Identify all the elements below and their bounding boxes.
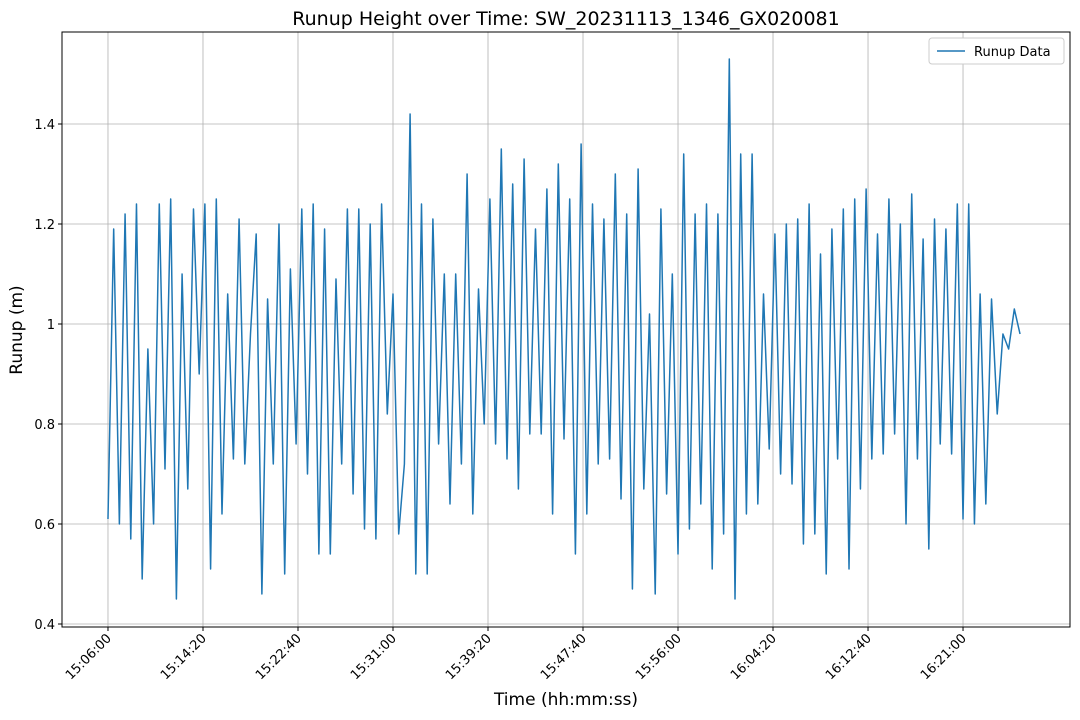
y-tick-label: 1 bbox=[47, 318, 55, 333]
y-tick-label: 0.6 bbox=[34, 518, 55, 533]
y-axis-label: Runup (m) bbox=[7, 285, 27, 374]
chart-title: Runup Height over Time: SW_20231113_1346… bbox=[292, 8, 839, 30]
y-tick-label: 0.8 bbox=[34, 418, 55, 433]
y-tick-label: 1.4 bbox=[34, 118, 55, 133]
y-tick-label: 0.4 bbox=[34, 618, 55, 633]
data-line bbox=[107, 58, 1021, 600]
y-tick-label: 1.2 bbox=[34, 218, 55, 233]
legend-box bbox=[928, 37, 1065, 65]
legend-label: Runup Data bbox=[974, 45, 1051, 60]
x-axis-label: Time (hh:mm:ss) bbox=[493, 690, 638, 710]
plot-frame bbox=[61, 31, 1071, 628]
